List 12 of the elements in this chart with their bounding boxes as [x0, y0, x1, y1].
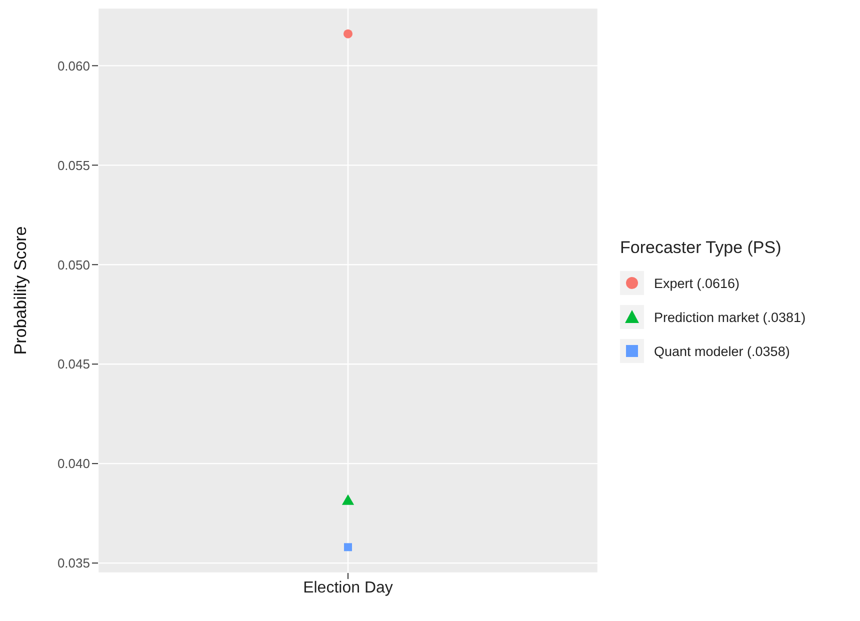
y-tick-label: 0.040	[57, 456, 90, 472]
x-tick-label: Election Day	[303, 579, 393, 596]
legend-label: Prediction market (.0381)	[654, 310, 806, 324]
y-tick-label: 0.050	[57, 257, 90, 272]
y-tick-label: 0.055	[57, 158, 90, 173]
y-tick-label: 0.045	[57, 356, 90, 372]
y-axis-title: Probability Score	[11, 226, 30, 355]
legend-label: Expert (.0616)	[654, 276, 740, 290]
legend-label: Quant modeler (.0358)	[654, 344, 790, 358]
y-tick-label: 0.060	[57, 58, 90, 74]
legend-title: Forecaster Type (PS)	[620, 238, 782, 258]
y-tick-label: 0.035	[57, 556, 90, 571]
